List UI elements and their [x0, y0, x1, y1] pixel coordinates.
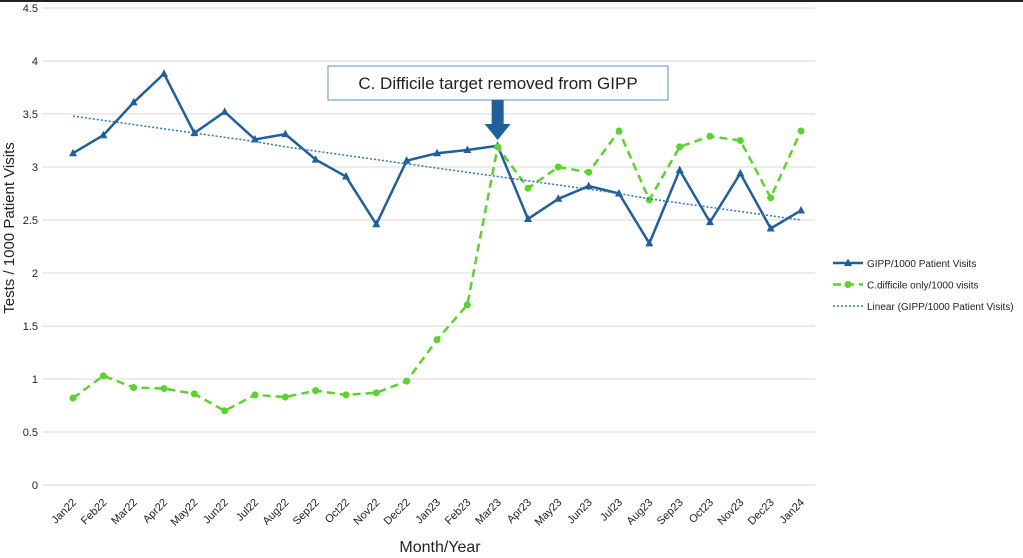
series-line — [72, 128, 803, 413]
x-tick-label: May22 — [169, 497, 201, 529]
x-tick-label: Nov23 — [715, 497, 746, 528]
x-tick-label: Feb22 — [79, 497, 110, 528]
point — [312, 387, 320, 395]
x-tick-label: Sep23 — [655, 497, 686, 528]
point — [797, 205, 805, 214]
point — [463, 145, 472, 154]
y-tick-label: 2 — [32, 268, 38, 280]
point — [433, 336, 441, 344]
point — [160, 385, 168, 393]
point — [615, 127, 623, 135]
point — [524, 184, 532, 192]
point — [645, 238, 654, 247]
y-tick-label: 1.5 — [23, 321, 38, 333]
x-tick-label: Aug22 — [260, 497, 291, 528]
point — [220, 107, 229, 115]
x-tick-label: Nov22 — [351, 497, 382, 528]
x-tick-label: Jun23 — [565, 497, 595, 527]
x-tick-label: Jul23 — [598, 497, 625, 524]
x-tick-label: Oct22 — [323, 497, 352, 526]
x-tick-label: Mar23 — [473, 497, 504, 528]
series-line — [72, 115, 802, 221]
x-tick-label: Dec22 — [382, 497, 413, 528]
point — [585, 168, 593, 176]
x-tick-label: Mar22 — [109, 497, 140, 528]
point — [675, 165, 684, 174]
point — [342, 172, 350, 180]
y-tick-label: 3.5 — [23, 109, 38, 121]
point — [706, 132, 714, 140]
y-tick-label: 1 — [32, 374, 38, 386]
x-tick-label: Dec23 — [746, 497, 777, 528]
point — [99, 372, 107, 380]
point — [190, 128, 199, 137]
point — [160, 69, 168, 77]
point — [342, 391, 350, 399]
x-tick-label: Aug23 — [624, 497, 655, 528]
point — [403, 377, 411, 385]
point — [463, 301, 471, 309]
point — [584, 181, 593, 190]
point — [311, 155, 320, 163]
y-tick-label: 4.5 — [23, 3, 38, 15]
x-tick-label: Apr23 — [505, 497, 534, 526]
point — [281, 129, 290, 138]
annotation-arrow — [484, 100, 511, 140]
point — [372, 389, 380, 397]
y-tick-label: 0 — [32, 480, 38, 492]
point — [494, 143, 502, 151]
point — [402, 156, 411, 164]
legend-label: C.difficile only/1000 visits — [867, 281, 979, 292]
y-axis-title: Tests / 1000 Patient Visits — [1, 142, 18, 313]
x-tick-label: Apr22 — [141, 497, 170, 526]
point — [190, 390, 198, 398]
x-tick-label: Oct23 — [687, 497, 716, 526]
y-tick-label: 3 — [32, 162, 38, 174]
annotation-text: C. Difficile target removed from GIPP — [358, 74, 637, 93]
point — [706, 217, 714, 226]
point — [69, 148, 77, 157]
y-tick-label: 0.5 — [23, 427, 38, 439]
point — [554, 163, 562, 171]
x-axis-title: Month/Year — [399, 539, 481, 556]
y-tick-label: 2.5 — [23, 215, 38, 227]
point — [69, 394, 77, 402]
x-tick-label: Jan23 — [413, 497, 443, 527]
y-tick-label: 4 — [32, 56, 38, 68]
point — [766, 223, 775, 232]
x-tick-label: Sep22 — [291, 497, 322, 528]
legend-marker — [844, 281, 852, 288]
point — [221, 407, 229, 415]
point — [736, 168, 745, 177]
point — [524, 214, 532, 222]
point — [615, 189, 623, 197]
point — [767, 194, 775, 202]
legend-label: GIPP/1000 Patient Visits — [867, 259, 976, 270]
point — [281, 393, 289, 401]
point — [251, 391, 259, 399]
x-tick-label: Jul22 — [234, 497, 261, 524]
x-tick-label: Jun22 — [201, 497, 231, 527]
x-tick-label: Jan22 — [49, 497, 79, 527]
legend-label: Linear (GIPP/1000 Patient Visits) — [867, 302, 1014, 313]
legend-marker — [844, 258, 852, 266]
point — [372, 219, 381, 228]
x-tick-label: May23 — [533, 497, 565, 529]
point — [554, 194, 563, 202]
point — [129, 97, 138, 106]
point — [130, 383, 138, 391]
x-tick-label: Jan24 — [777, 497, 807, 527]
x-tick-label: Feb23 — [443, 497, 474, 528]
point — [797, 127, 805, 135]
point — [676, 143, 684, 151]
point — [433, 148, 441, 157]
point — [736, 137, 744, 144]
point — [99, 130, 108, 139]
